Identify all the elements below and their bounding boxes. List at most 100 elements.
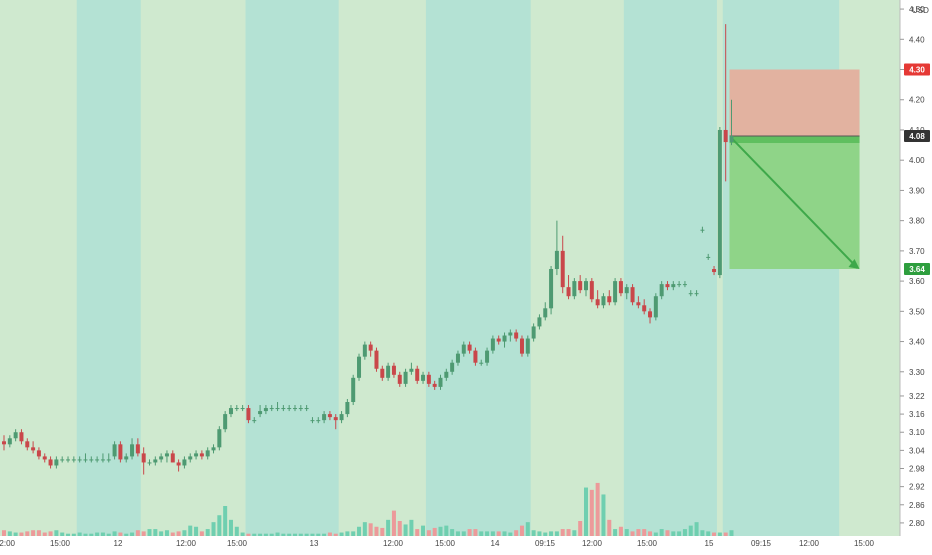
candle: [19, 429, 24, 445]
candle: [426, 371, 431, 387]
candle-body: [409, 368, 414, 372]
y-tick-label: 3.22: [909, 392, 925, 401]
candle: [723, 24, 728, 182]
candle: [362, 341, 367, 360]
candle: [618, 278, 623, 297]
volume-bar: [66, 533, 71, 536]
candle: [159, 453, 164, 463]
candle: [234, 405, 239, 412]
stop-loss-zone[interactable]: [729, 69, 860, 137]
volume-bar: [426, 530, 431, 536]
candle-body: [124, 456, 129, 460]
candle-body: [421, 374, 426, 381]
candle: [263, 405, 268, 415]
volume-bar: [71, 533, 76, 536]
volume-bar: [648, 531, 653, 536]
candle-body: [677, 284, 682, 286]
volume-bar: [595, 482, 600, 536]
volume-bar: [479, 531, 484, 536]
candle: [415, 365, 420, 384]
volume-bar: [531, 530, 536, 536]
volume-bar: [671, 531, 676, 536]
volume-bar: [723, 532, 728, 536]
candle-body: [688, 293, 693, 295]
candle-body: [89, 459, 94, 461]
candle-body: [304, 408, 309, 410]
candle-body: [211, 447, 216, 451]
candle: [607, 290, 612, 306]
x-tick-label: 12:00: [383, 539, 404, 548]
y-tick-label: 2.92: [909, 483, 925, 492]
x-tick-label: 15:00: [227, 539, 248, 548]
candle: [339, 411, 344, 424]
candle: [566, 275, 571, 300]
x-tick-label: 12:00: [582, 539, 603, 548]
candle-body: [199, 453, 204, 457]
stop-price-tag: [904, 63, 930, 76]
candle-body: [729, 136, 734, 143]
y-axis[interactable]: USD 4.504.404.304.204.104.003.903.803.70…: [900, 5, 929, 528]
session-band: [425, 0, 531, 536]
candle-body: [403, 371, 408, 384]
volume-bar: [252, 533, 257, 536]
candle-body: [723, 129, 728, 143]
volume-bar: [2, 530, 6, 536]
volume-bar: [182, 530, 187, 536]
candle: [112, 441, 117, 460]
candle-body: [159, 456, 164, 460]
candle: [409, 362, 414, 375]
candle-body: [624, 287, 629, 294]
candle-body: [188, 456, 193, 460]
volume-bar: [130, 532, 135, 536]
candle: [706, 253, 711, 260]
candle-body: [473, 350, 478, 363]
last-price-tag: [904, 130, 930, 143]
candle: [688, 290, 693, 297]
candle: [659, 281, 664, 300]
candle: [444, 368, 449, 381]
candle-body: [42, 456, 47, 460]
volume-bar: [357, 526, 362, 536]
y-tick-label: 4.40: [909, 35, 925, 44]
volume-bar: [549, 531, 554, 536]
candle-body: [467, 344, 472, 351]
candle: [287, 405, 292, 412]
x-tick-label: 12: [114, 539, 123, 548]
candle: [391, 362, 396, 378]
x-tick-label: 12:00: [0, 539, 16, 548]
candle-body: [618, 281, 623, 294]
candle-body: [391, 365, 396, 375]
candle-body: [240, 408, 245, 410]
candle: [368, 341, 373, 357]
candle: [671, 281, 676, 291]
candle-body: [519, 338, 524, 354]
candle-body: [508, 332, 513, 336]
candle-body: [48, 459, 53, 466]
candle-body: [281, 408, 286, 410]
candle-body: [252, 420, 257, 422]
volume-bar: [694, 522, 699, 536]
candle-body: [269, 408, 274, 410]
candle: [269, 405, 274, 412]
candle-body: [13, 432, 18, 439]
candle-body: [316, 420, 321, 422]
candle-body: [415, 368, 420, 381]
candle-body: [502, 335, 507, 342]
candle-body: [7, 438, 12, 445]
candle: [130, 438, 135, 460]
candle: [543, 302, 548, 321]
short-position-tool[interactable]: [729, 69, 860, 270]
candle-body: [106, 459, 111, 461]
x-axis[interactable]: 12:00 15:00 12 12:00 15:00 13 12:00 15:00 14 09:1…: [0, 539, 875, 548]
candle-body: [194, 453, 199, 457]
volume-bar: [199, 531, 204, 536]
candle-body: [566, 287, 571, 297]
candle-body: [112, 444, 117, 457]
candle-body: [263, 408, 268, 412]
volume-bar: [519, 525, 524, 536]
candle: [164, 450, 169, 463]
volume-bar: [304, 533, 309, 536]
volume-bar: [153, 529, 158, 536]
